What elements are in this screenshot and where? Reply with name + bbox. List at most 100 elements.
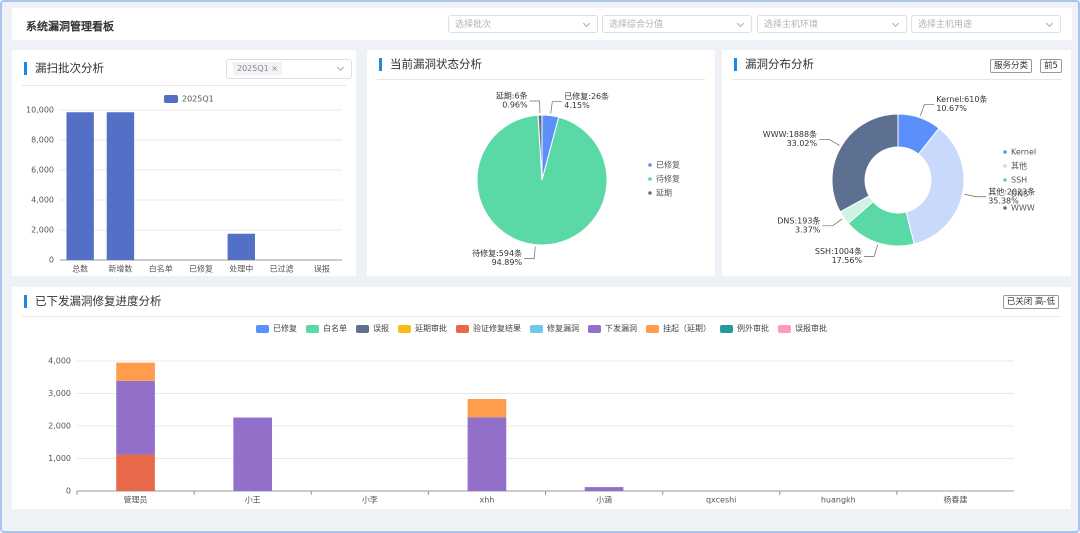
y-tick-label: 1,000 — [48, 454, 71, 463]
filter-select[interactable]: 选择主机用途 — [911, 15, 1061, 33]
legend-label: 验证修复结果 — [473, 324, 521, 333]
legend-item[interactable]: 下发漏洞 — [588, 323, 637, 334]
percent-label: 94.89% — [492, 258, 523, 267]
filter-select[interactable]: 选择主机环境 — [757, 15, 907, 33]
y-tick-label: 0 — [66, 487, 71, 496]
percent-label: 33.02% — [787, 139, 818, 148]
panel-title: 漏洞分布分析 — [734, 58, 814, 71]
label-line — [550, 101, 563, 114]
legend-item[interactable]: 白名单 — [306, 323, 347, 334]
bar-segment — [116, 454, 155, 491]
panel-title: 漏扫批次分析 — [24, 62, 104, 75]
bar-segment — [233, 417, 273, 491]
filter-select[interactable]: 选择批次 — [448, 15, 598, 33]
x-tick-label: 白名单 — [149, 264, 173, 274]
bar-segment — [467, 399, 507, 418]
value-label: SSH:1004条 — [815, 246, 862, 256]
legend-dot — [648, 163, 652, 167]
select-tag-text: 2025Q1 — [237, 64, 269, 73]
label-line — [864, 244, 879, 257]
filter-select[interactable]: 选择综合分值 — [602, 15, 752, 33]
progress-chart: 0 1,000 2,000 3,000 4,000 管理员 小王 小李 xhh 小涵 qxceshi… — [48, 357, 1014, 505]
panel-title: 已下发漏洞修复进度分析 — [24, 295, 162, 308]
percent-label: 17.56% — [832, 256, 863, 265]
legend-item[interactable]: 验证修复结果 — [456, 323, 521, 334]
legend-swatch — [778, 324, 791, 333]
legend-swatch — [588, 324, 601, 333]
x-tick-label: 小王 — [245, 496, 261, 505]
legend-swatch — [256, 324, 269, 333]
slice — [537, 114, 543, 181]
percent-label: 0.96% — [502, 101, 528, 110]
legend-label: 误报审批 — [795, 324, 827, 333]
slice — [476, 114, 608, 246]
y-tick-label: 4,000 — [31, 196, 54, 205]
bar-segment — [116, 362, 155, 381]
divider — [22, 316, 1061, 317]
x-tick-label: 总数 — [72, 264, 88, 274]
panel-title: 当前漏洞状态分析 — [379, 58, 482, 71]
label-line — [529, 100, 541, 114]
legend-label: 已修复 — [273, 324, 297, 333]
y-tick-label: 4,000 — [48, 357, 71, 366]
legend-item[interactable]: 误报 — [356, 323, 389, 334]
legend-item[interactable]: 误报审批 — [778, 323, 827, 334]
y-tick-label: 8,000 — [31, 136, 54, 145]
legend-item[interactable]: 延期审批 — [398, 323, 447, 334]
legend-swatch — [456, 324, 469, 333]
batch-select[interactable]: 2025Q1 × — [226, 59, 352, 79]
x-tick-label: 新增数 — [108, 264, 132, 274]
bar — [106, 112, 135, 260]
x-tick-label: qxceshi — [706, 496, 736, 505]
value-label: 待修复:594条 — [472, 248, 522, 258]
legend-label: 修复漏洞 — [547, 324, 579, 333]
legend-dot — [1003, 192, 1007, 196]
bar-segment — [584, 487, 624, 491]
value-label: Kernel:610条 — [936, 94, 987, 104]
header: 系统漏洞管理看板 选择批次 选择综合分值 选择主机环境 选择主机用途 — [12, 8, 1072, 40]
legend-label: WWW — [1011, 204, 1035, 213]
legend-swatch — [306, 324, 319, 333]
scan-panel: 0 2,000 4,000 6,000 8,000 10,000 2025Q1 总数 新增数 白名… — [12, 50, 356, 276]
top-button[interactable]: 前5 — [1040, 59, 1062, 73]
value-label: 已修复:26条 — [564, 91, 609, 101]
legend-label: 2025Q1 — [182, 95, 214, 104]
legend-dot — [648, 191, 652, 195]
label-line — [964, 193, 987, 198]
legend-item[interactable]: 已修复 — [256, 323, 297, 334]
legend-label: 例外审批 — [737, 324, 769, 333]
legend-swatch — [646, 324, 659, 333]
legend-label: SSH — [1011, 176, 1027, 185]
x-tick-label: huangkh — [821, 496, 856, 505]
select-tag[interactable]: 2025Q1 × — [233, 62, 282, 75]
x-tick-label: xhh — [480, 496, 495, 505]
legend-label: 其他 — [1011, 161, 1027, 171]
scan-chart: 0 2,000 4,000 6,000 8,000 10,000 2025Q1 总数 新增数 白名… — [26, 95, 342, 274]
legend-swatch — [164, 95, 178, 103]
bar-segment — [116, 380, 155, 455]
value-label: WWW:1888条 — [763, 129, 817, 139]
legend-label: DNS — [1011, 190, 1028, 199]
x-tick-label: 误报 — [314, 264, 330, 274]
value-label: 延期:6条 — [496, 91, 528, 101]
legend-swatch — [530, 324, 543, 333]
progress-panel: 0 1,000 2,000 3,000 4,000 管理员 小王 小李 xhh 小涵 qxceshi… — [12, 287, 1071, 509]
percent-label: 10.67% — [936, 104, 967, 113]
label-line — [524, 246, 536, 259]
percent-label: 35.38% — [988, 196, 1019, 205]
group-button[interactable]: 服务分类 — [990, 59, 1033, 73]
y-tick-label: 10,000 — [26, 106, 54, 115]
legend-swatch — [356, 324, 369, 333]
legend-dot — [1003, 150, 1007, 154]
legend-item[interactable]: 挂起（延期） — [646, 323, 711, 334]
percent-label: 3.37% — [795, 225, 821, 234]
legend-item[interactable]: 例外审批 — [720, 323, 769, 334]
legend-label: 已修复 — [656, 160, 680, 170]
value-label: DNS:193条 — [777, 215, 820, 225]
legend-item[interactable]: 修复漏洞 — [530, 323, 579, 334]
bar — [227, 233, 255, 260]
divider — [22, 85, 346, 86]
value-label: 其他:2023条 — [988, 186, 1035, 196]
sort-button[interactable]: 已关闭 高-低 — [1002, 295, 1059, 309]
